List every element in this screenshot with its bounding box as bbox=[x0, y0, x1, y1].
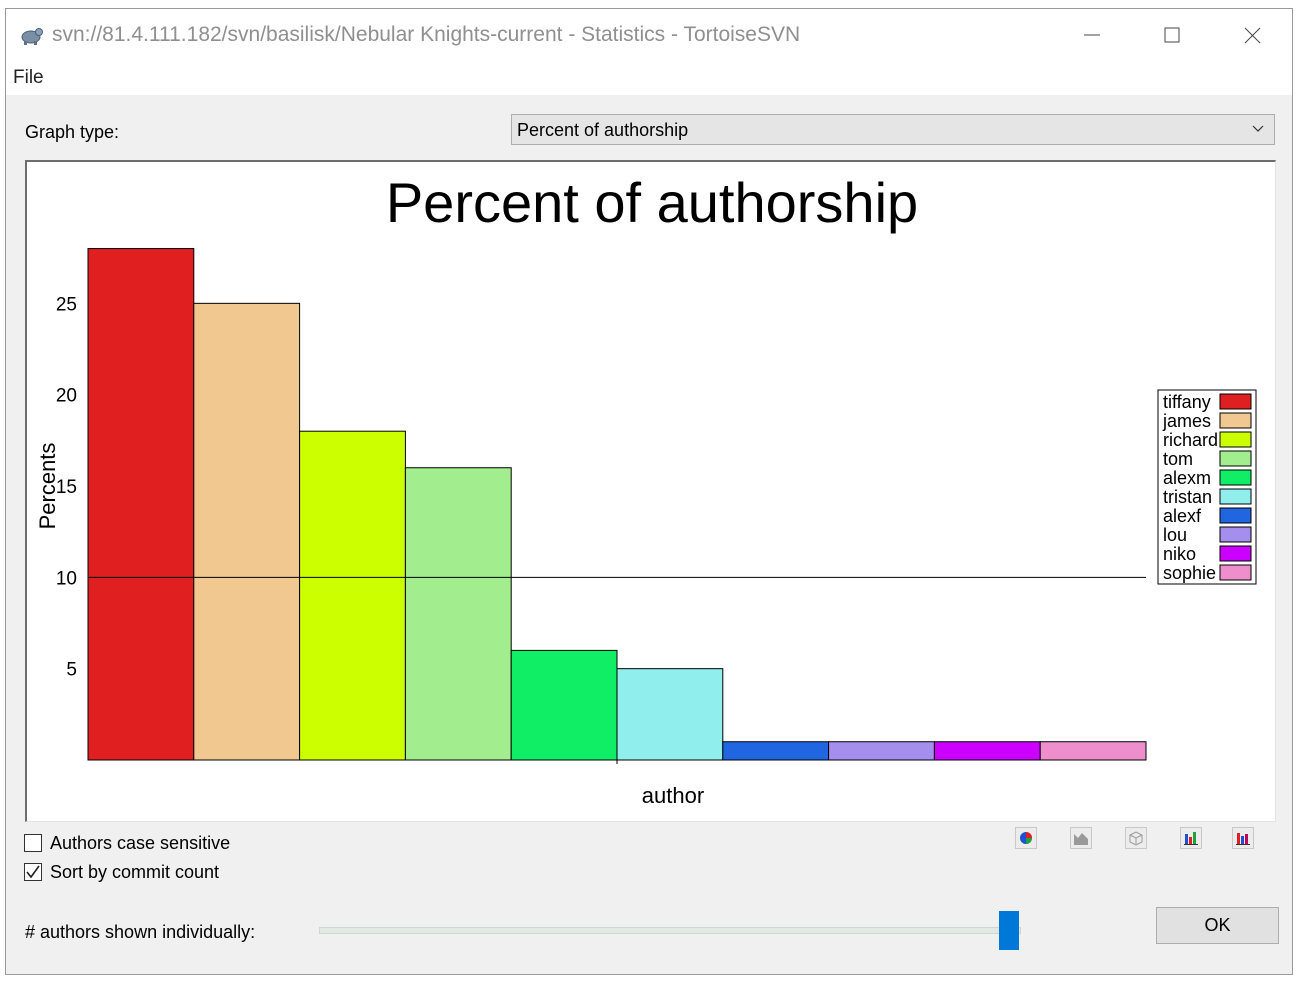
title-bar[interactable]: svn://81.4.111.182/svn/basilisk/Nebular … bbox=[6, 9, 1292, 65]
legend-label-tom: tom bbox=[1163, 449, 1193, 469]
minimize-icon bbox=[1084, 34, 1100, 36]
authors-shown-slider-track[interactable] bbox=[319, 927, 1021, 934]
bar-alexm bbox=[510, 649, 618, 761]
legend-swatch-tom bbox=[1219, 450, 1252, 467]
legend-swatch-james bbox=[1219, 412, 1252, 429]
y-tick-label: 25 bbox=[56, 294, 77, 315]
checkmark-icon bbox=[26, 865, 40, 879]
graph-type-value: Percent of authorship bbox=[517, 120, 689, 140]
legend-swatch-richard bbox=[1219, 431, 1252, 448]
authors-shown-label: # authors shown individually: bbox=[25, 922, 256, 942]
legend: tiffanyjamesrichardtomalexmtristanalexfl… bbox=[1157, 389, 1257, 585]
maximize-button[interactable] bbox=[1132, 9, 1212, 63]
y-tick-label: 20 bbox=[56, 386, 77, 407]
pie-chart-button[interactable] bbox=[1015, 827, 1037, 849]
bar-richard bbox=[299, 430, 406, 761]
legend-swatch-tristan bbox=[1219, 488, 1252, 505]
tortoise-icon bbox=[21, 28, 43, 45]
legend-label-richard: richard bbox=[1163, 430, 1218, 450]
ok-button[interactable]: OK bbox=[1156, 907, 1279, 944]
bar-tom bbox=[404, 467, 512, 761]
chevron-down-icon bbox=[1252, 125, 1264, 132]
authors-shown-slider-thumb[interactable] bbox=[999, 911, 1019, 950]
legend-label-alexf: alexf bbox=[1163, 506, 1202, 526]
y-axis-label: Percents bbox=[35, 443, 60, 530]
legend-swatch-sophie bbox=[1219, 564, 1252, 581]
legend-swatch-alexm bbox=[1219, 469, 1252, 486]
bar-niko bbox=[933, 741, 1041, 761]
pie-chart-icon bbox=[1020, 832, 1032, 844]
legend-swatch-lou bbox=[1219, 526, 1252, 543]
close-button[interactable] bbox=[1212, 9, 1292, 63]
legend-swatch-tiffany bbox=[1219, 393, 1252, 410]
bar-sophie bbox=[1039, 741, 1147, 761]
legend-label-niko: niko bbox=[1163, 544, 1196, 564]
stacked-bar-chart-icon bbox=[1236, 833, 1250, 845]
legend-swatch-niko bbox=[1219, 545, 1252, 562]
graph-type-select[interactable]: Percent of authorship bbox=[511, 114, 1275, 145]
bar-chart-icon bbox=[1184, 832, 1198, 845]
bar-lou bbox=[828, 741, 935, 761]
bar-alexf bbox=[722, 741, 830, 761]
3d-chart-icon bbox=[1129, 831, 1143, 846]
legend-label-james: james bbox=[1162, 411, 1211, 431]
graph-type-label: Graph type: bbox=[25, 122, 120, 142]
case-sensitive-label: Authors case sensitive bbox=[50, 833, 231, 853]
legend-label-tiffany: tiffany bbox=[1163, 392, 1211, 412]
bar-tristan bbox=[616, 668, 724, 761]
bar-james bbox=[193, 302, 301, 761]
3d-chart-button[interactable] bbox=[1125, 827, 1147, 849]
chart-area: Percent of authorship Percents author 5 1… bbox=[25, 160, 1276, 822]
y-ticks-group: 5 10 15 20 25 bbox=[56, 294, 77, 680]
legend-label-tristan: tristan bbox=[1163, 487, 1212, 507]
sort-by-commit-checkbox[interactable] bbox=[24, 863, 42, 881]
legend-label-alexm: alexm bbox=[1163, 468, 1211, 488]
stacked-bar-chart-button[interactable] bbox=[1232, 827, 1254, 849]
x-axis-label: author bbox=[642, 783, 704, 808]
menu-bar: File bbox=[6, 65, 1292, 95]
close-icon bbox=[1244, 27, 1261, 44]
y-tick-label: 5 bbox=[66, 660, 77, 681]
y-tick-label: 15 bbox=[56, 477, 77, 498]
chart-title: Percent of authorship bbox=[386, 171, 918, 234]
statistics-window: svn://81.4.111.182/svn/basilisk/Nebular … bbox=[5, 8, 1293, 975]
area-chart-button[interactable] bbox=[1070, 827, 1092, 849]
case-sensitive-checkbox[interactable] bbox=[24, 834, 42, 852]
sort-by-commit-label: Sort by commit count bbox=[50, 862, 220, 882]
area-chart-icon bbox=[1074, 833, 1088, 845]
chart-svg: Percent of authorship Percents author 5 1… bbox=[35, 171, 1257, 808]
legend-label-sophie: sophie bbox=[1163, 563, 1216, 583]
bars-group bbox=[87, 248, 1147, 764]
maximize-icon bbox=[1164, 27, 1180, 43]
legend-swatch-alexf bbox=[1219, 507, 1252, 524]
y-tick-label: 10 bbox=[56, 568, 77, 589]
legend-label-lou: lou bbox=[1163, 525, 1187, 545]
bar-chart-button[interactable] bbox=[1180, 827, 1202, 849]
bar-tiffany bbox=[87, 248, 195, 761]
window-title: svn://81.4.111.182/svn/basilisk/Nebular … bbox=[52, 23, 801, 46]
minimize-button[interactable] bbox=[1052, 9, 1132, 63]
menu-file[interactable]: File bbox=[13, 67, 44, 88]
